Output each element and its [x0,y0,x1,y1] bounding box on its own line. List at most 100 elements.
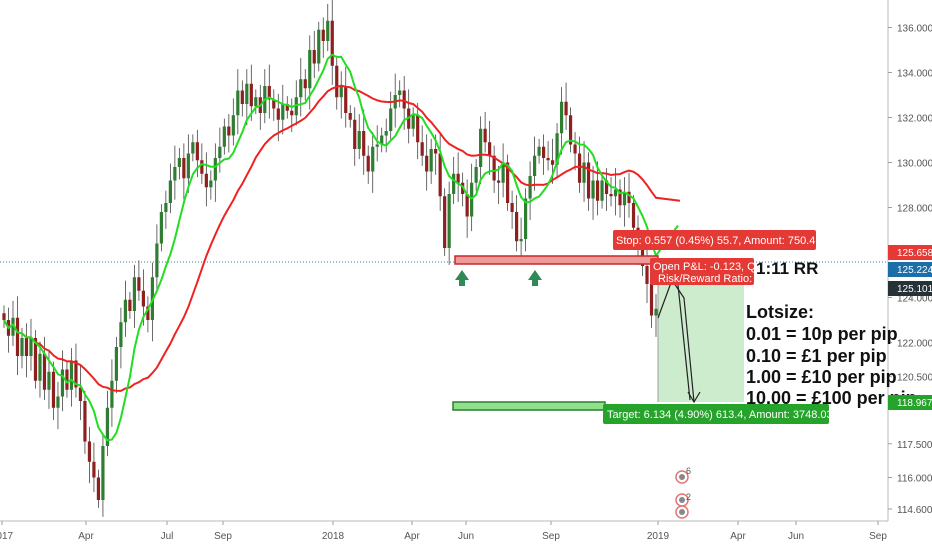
candle-body [645,266,649,284]
y-tick-label: 117.500 [897,440,932,451]
candle-body [506,162,510,203]
candle-body [389,108,393,131]
open-pnl-label: Open P&L: -0.123, Qty: 1 [653,261,777,273]
candle-body [591,180,595,199]
candle-body [348,113,352,120]
candle-body [357,131,361,149]
candle-body [128,299,132,311]
candle-body [416,115,420,143]
risk-reward-label: Risk/Reward Ratio: 11.01 [658,273,782,285]
candle-body [78,387,83,401]
candle-body [501,162,505,183]
x-axis-ticks: 2017 Apr Jul Sep 2018 Apr Jun Sep 2019 Apr Jun Sep [0,521,887,542]
stop-label: Stop: 0.557 (0.45%) 55.7, Amount: 750.46 [616,235,821,247]
up-arrow-icon [528,270,542,286]
price-tag-entry [888,281,932,296]
target-zone[interactable] [452,401,606,411]
x-tick-label: Sep [214,531,232,542]
y-tick-label: 122.000 [897,339,932,350]
candle-body [231,115,235,136]
candle-body [402,90,406,109]
candle-body [119,322,123,347]
candle-body [488,142,492,156]
candle-body [209,180,213,188]
candle-body [429,149,433,172]
candle-body [227,126,231,136]
candle-body [254,97,258,107]
candle-body [339,86,343,98]
lot-size-line: 0.10 = £1 per pip [746,346,887,366]
price-tag-text: 125.224 [897,265,932,276]
candle-body [425,155,429,172]
candle-body [577,153,582,183]
candle-body [519,239,523,242]
event-label: 6 [686,466,691,476]
lot-size-title: Lotsize: [746,302,814,322]
candle-body [195,142,199,161]
candle-body [452,173,456,194]
candle-body [586,162,591,199]
candle-body [479,128,483,167]
candle-body [497,180,501,183]
price-tag-text: 125.101 [897,284,932,295]
candle-body [344,86,348,113]
candle-body [294,97,298,116]
candle-body [222,126,226,147]
candle-body [96,477,101,500]
candle-body [276,108,280,120]
candle-body [384,131,388,136]
candle-body [546,158,550,161]
y-tick-label: 114.600 [897,505,932,516]
candle-body [267,86,271,100]
candle-body [11,317,15,336]
earnings-event-icon[interactable]: 2 [675,492,691,507]
y-tick-label: 116.000 [897,474,932,485]
candle-body [308,50,312,89]
candle-body [177,158,181,167]
earnings-event-icon[interactable]: 6 [675,466,691,484]
x-tick-label: Apr [730,531,746,542]
candle-body [105,407,110,446]
candle-body [146,306,150,320]
candle-body [240,90,244,104]
x-tick-label: Apr [78,531,94,542]
candle-body [532,155,537,176]
candle-body [564,101,568,116]
candle-body [627,191,631,203]
candle-body [92,461,96,478]
candle-body [123,299,128,323]
x-tick-label: Sep [542,531,560,542]
candle-body [29,338,33,356]
arrow-head-icon [687,391,701,404]
candle-body [290,110,294,116]
candle-body [132,277,136,311]
candle-body [245,83,249,104]
candle-body [312,50,316,64]
candle-body [483,128,487,143]
candle-body [83,401,87,442]
ma-fast-line [3,53,679,442]
support-zone[interactable] [454,255,659,265]
candle-body [15,317,20,356]
candle-body [335,65,339,98]
earnings-event-icon[interactable] [675,505,689,519]
lot-size-line: 1.00 = £10 per pip [746,367,897,387]
ma-slow-line [3,84,681,392]
candle-body [438,153,442,197]
candle-body [353,119,357,149]
candle-body [87,441,92,462]
candle-body [492,155,496,181]
candle-body [474,167,478,183]
projection-path-2 [677,284,691,401]
price-tag-current [888,262,932,277]
y-tick-label: 134.000 [897,69,932,80]
rr-note: 1:11 RR [756,259,818,278]
candle-body [47,371,51,390]
x-tick-label: 2017 [0,531,14,542]
candle-body [326,20,330,41]
candle-body [191,142,195,154]
event-label: 2 [686,492,691,502]
x-tick-label: 2019 [647,531,670,542]
